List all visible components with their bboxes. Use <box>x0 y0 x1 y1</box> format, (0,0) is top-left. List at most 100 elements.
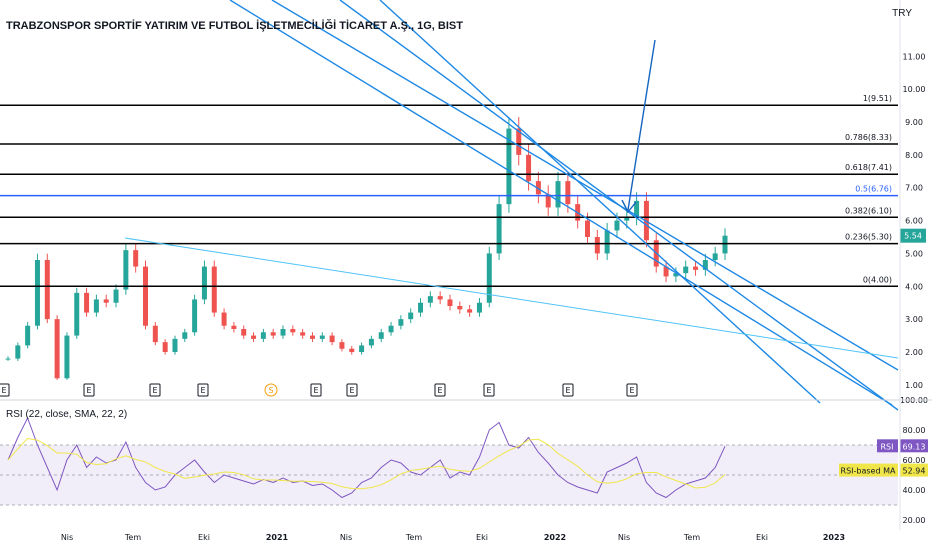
rsi-value-text: 69.13 <box>903 442 926 451</box>
candle-body <box>368 338 374 346</box>
event-marker-label: E <box>565 386 570 395</box>
fib-level-label: 0.786(8.33) <box>845 133 892 142</box>
rsi-tick-label: 20.00 <box>903 516 926 525</box>
candle-body <box>427 296 433 303</box>
candle-body <box>182 332 188 339</box>
time-axis-label: Eki <box>756 533 768 542</box>
candle-body <box>486 253 492 303</box>
candle-body <box>44 260 50 320</box>
rsi-value-tag <box>900 439 928 453</box>
fib-level-label: 0.236(5.30) <box>845 233 892 242</box>
candle-body <box>604 230 610 254</box>
time-axis: Nis Tem Eki 2021 Nis Tem Eki 2022 Nis Tem Eki 2023 <box>61 533 845 542</box>
candle-body <box>5 358 11 360</box>
candle-body <box>201 266 207 300</box>
candle-body <box>388 325 394 333</box>
price-tick-label: 4.00 <box>905 282 923 291</box>
candle-body <box>673 273 679 277</box>
candle-body <box>722 235 728 254</box>
candle-body <box>152 325 158 343</box>
earnings-marker <box>83 383 95 397</box>
candle-body <box>221 312 227 326</box>
rsi-ma-line <box>7 437 726 490</box>
candle-body <box>241 329 247 336</box>
earnings-marker <box>197 383 209 397</box>
candle-body <box>683 266 689 274</box>
candle-body <box>398 319 404 326</box>
candle-body <box>496 204 502 254</box>
candle-body <box>319 335 325 339</box>
time-axis-label: Tem <box>405 533 422 542</box>
candle-body <box>25 325 31 346</box>
time-axis-label: 2021 <box>266 533 289 542</box>
candle-body <box>339 342 345 349</box>
price-tick-label: 9.00 <box>905 118 923 127</box>
candle-body <box>457 306 463 310</box>
fib-level-label: 0.5(6.76) <box>855 185 892 194</box>
candle-body <box>143 266 149 326</box>
candle-body <box>702 260 708 270</box>
candle-body <box>418 302 424 313</box>
event-marker-label: E <box>629 386 634 395</box>
price-axis: 1.00 2.00 3.00 4.00 5.00 6.00 7.00 8.00 9.00 10.0… <box>900 52 926 390</box>
time-axis-label: Tem <box>683 533 700 542</box>
rsi-band <box>0 445 898 505</box>
current-price-label: 5.54 <box>904 232 922 241</box>
candle-body <box>54 319 60 379</box>
rsi-tick-label: 60.00 <box>903 456 926 465</box>
candle-body <box>506 128 512 205</box>
candle-body <box>476 302 482 313</box>
arrow-head <box>621 199 637 214</box>
time-axis-label: Tem <box>124 533 141 542</box>
price-tick-label: 1.00 <box>905 381 923 390</box>
rsi-ma-label-tag <box>839 463 898 477</box>
candle-body <box>634 200 640 218</box>
price-tick-label: 3.00 <box>905 315 923 324</box>
candle-body <box>172 338 178 352</box>
candle-body <box>290 329 296 333</box>
candle-body <box>162 342 168 352</box>
event-marker-label: E <box>152 386 157 395</box>
candle-body <box>584 220 590 237</box>
candle-body <box>113 289 119 303</box>
candle-body <box>663 266 669 277</box>
candle-body <box>93 299 99 313</box>
candle-body <box>123 250 129 290</box>
earnings-marker <box>562 383 574 397</box>
candle-body <box>280 329 286 336</box>
price-tick-label: 10.00 <box>903 85 926 94</box>
chart-title: TRABZONSPOR SPORTİF YATIRIM VE FUTBOL İŞ… <box>6 20 463 32</box>
time-axis-label: Eki <box>198 533 210 542</box>
candle-body <box>192 299 198 333</box>
candle-body <box>693 266 699 270</box>
time-axis-label: Nis <box>340 533 352 542</box>
candle-body <box>74 292 80 336</box>
candle-body <box>211 266 217 313</box>
earnings-marker <box>434 383 446 397</box>
candle-body <box>526 154 532 182</box>
candle-body <box>545 194 551 208</box>
candle-body <box>378 332 384 339</box>
earnings-marker <box>310 383 322 397</box>
rsi-pane[interactable] <box>0 416 898 506</box>
earnings-marker <box>149 383 161 397</box>
earnings-marker <box>346 383 358 397</box>
currency-label: TRY <box>892 8 912 19</box>
earnings-marker <box>0 383 10 397</box>
price-tick-label: 6.00 <box>905 217 923 226</box>
time-axis-label: 2023 <box>823 533 845 542</box>
candle-body <box>624 217 630 221</box>
time-axis-label: 2022 <box>544 533 566 542</box>
price-pane[interactable]: 1(9.51) 0.786(8.33) 0.618(7.41) 0.5(6.76) 0.… <box>0 0 899 411</box>
candle-body <box>329 335 335 343</box>
candle-body <box>300 332 306 336</box>
time-axis-label: Nis <box>618 533 630 542</box>
current-price-tag <box>900 228 926 243</box>
event-marker-label: E <box>86 386 91 395</box>
price-tick-label: 8.00 <box>905 151 923 160</box>
earnings-marker <box>483 383 495 397</box>
candle-body <box>712 253 718 260</box>
rsi-ma-value-tag <box>900 463 928 477</box>
